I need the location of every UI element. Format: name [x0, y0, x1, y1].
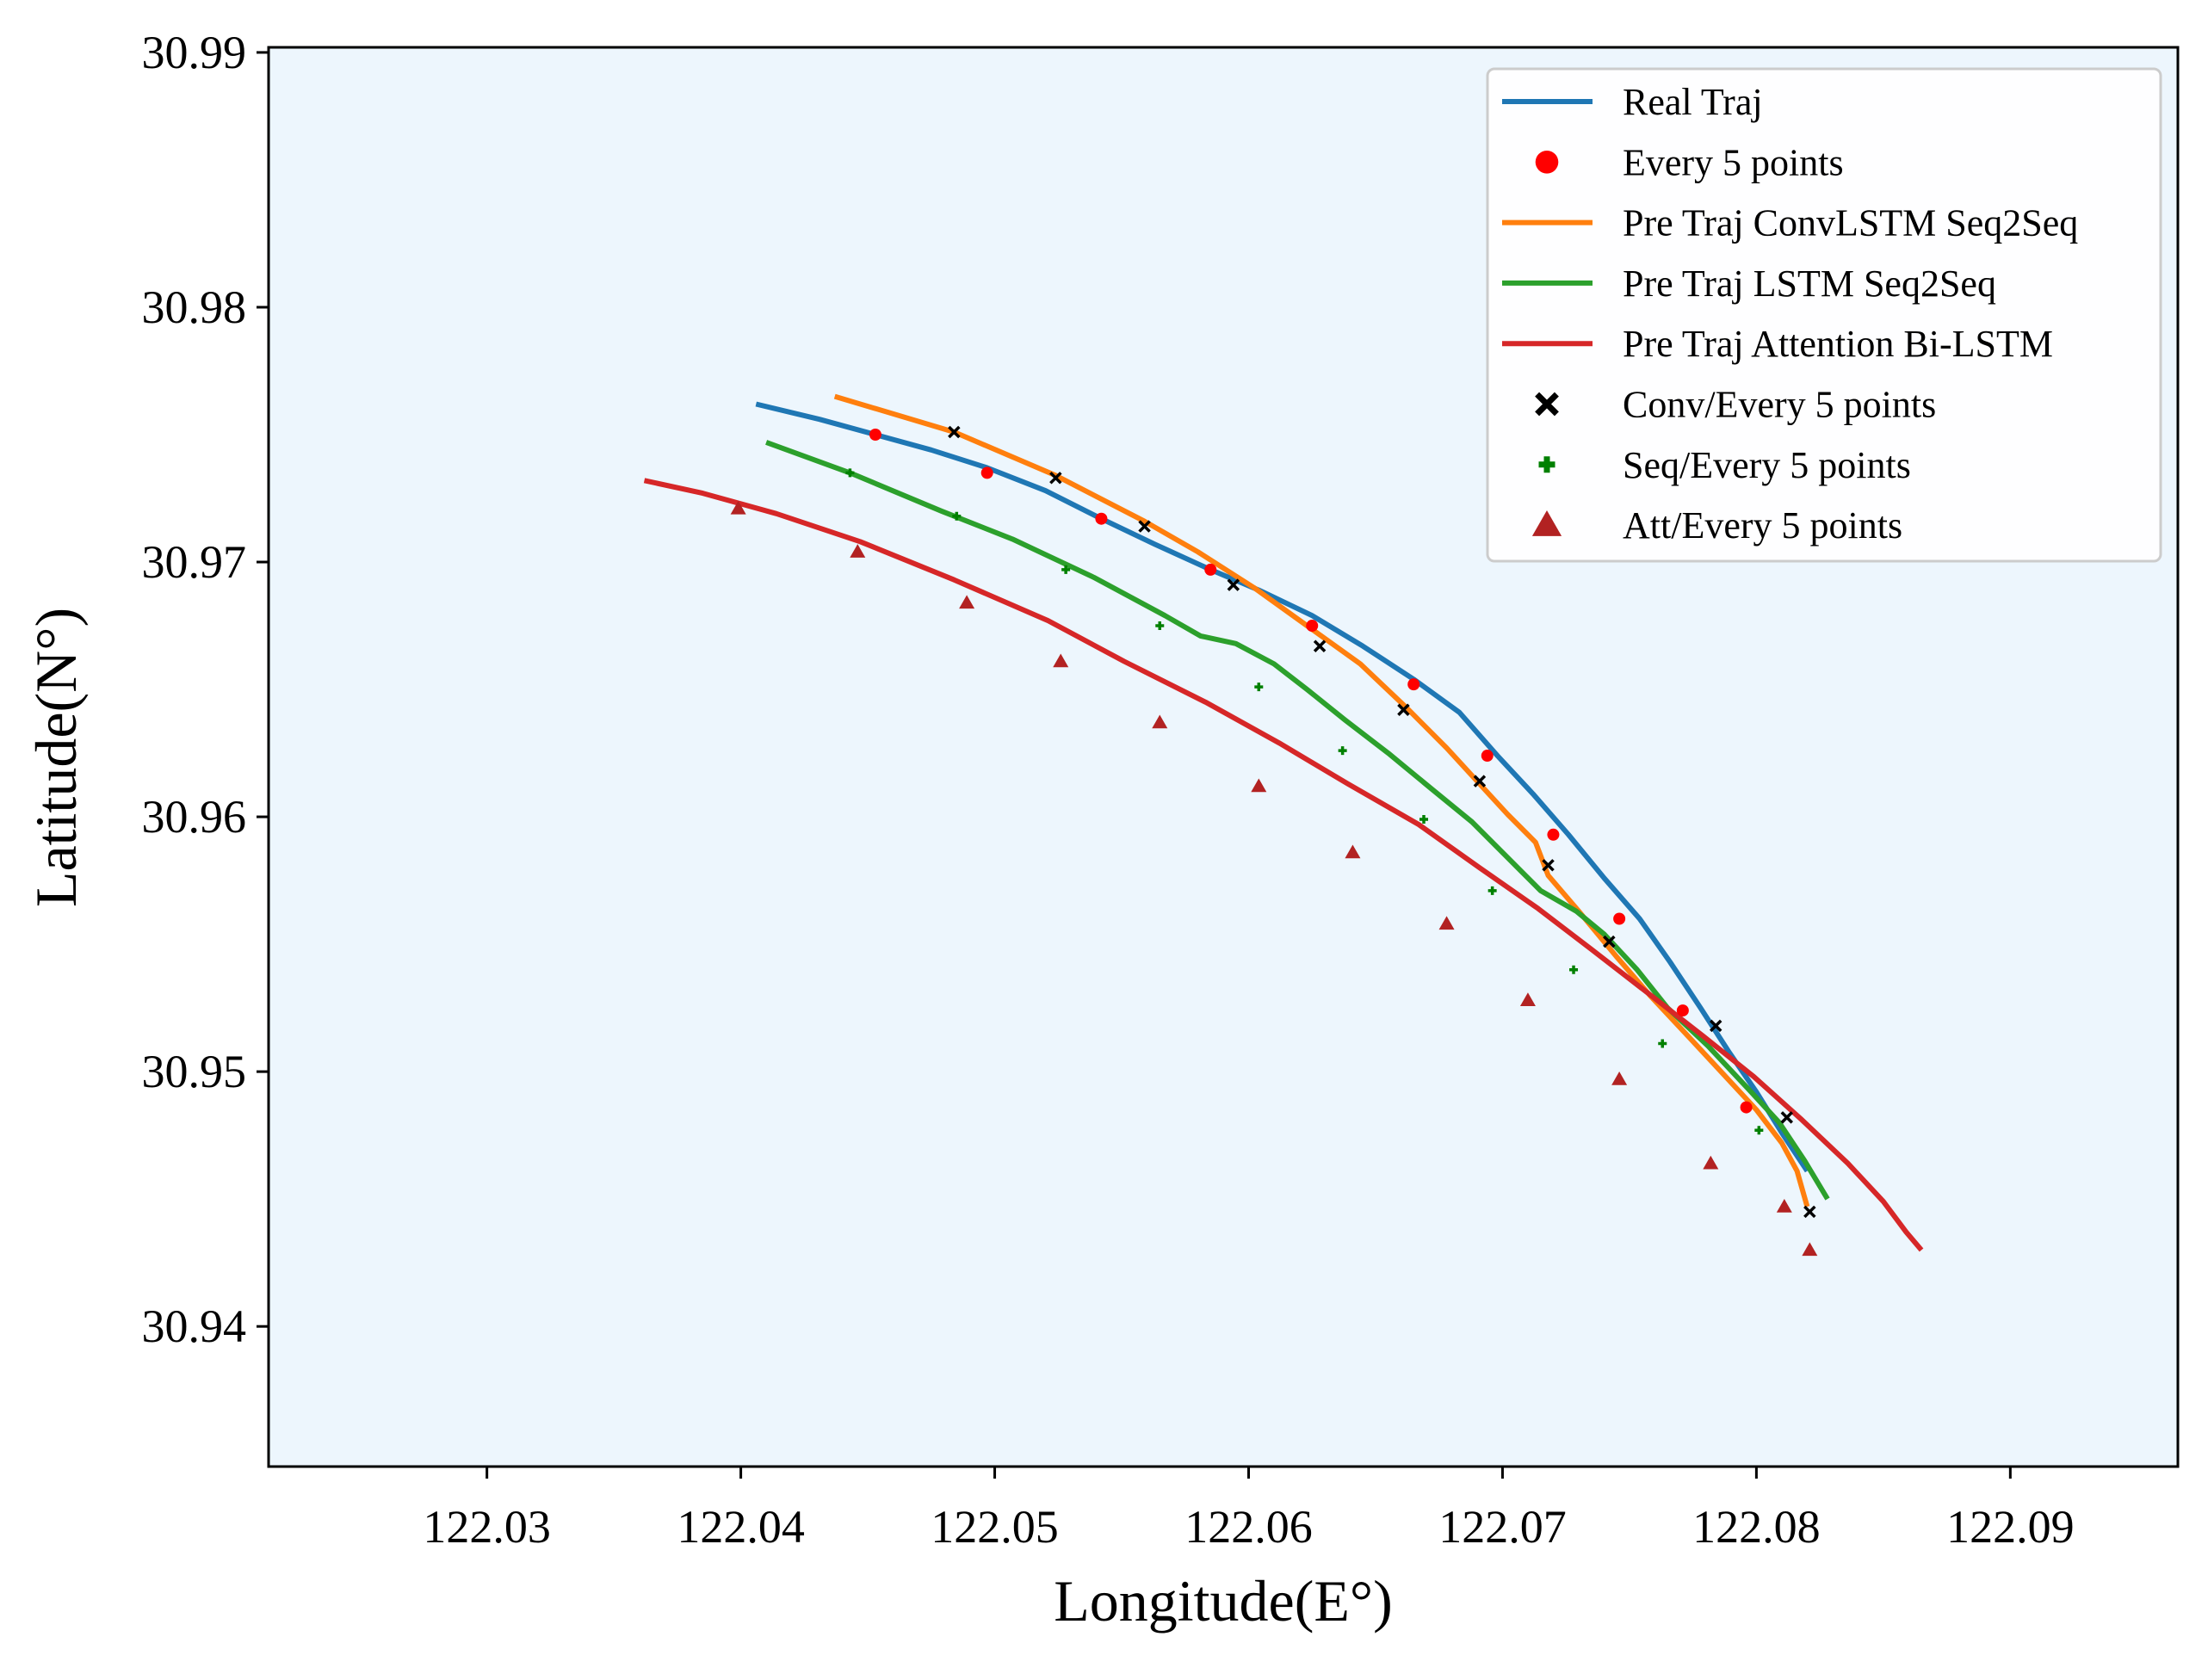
data-marker-triangle [730, 500, 746, 515]
data-marker-x [1473, 775, 1487, 788]
legend-label: Seq/Every 5 points [1623, 444, 1911, 486]
legend-entry: Conv/Every 5 points [1535, 384, 1936, 426]
data-marker-triangle [1802, 1242, 1818, 1257]
legend-marker-x [1535, 392, 1559, 417]
data-marker-plus [952, 511, 962, 521]
data-marker-plus [1338, 746, 1347, 756]
legend-entry: Seq/Every 5 points [1538, 444, 1911, 486]
data-marker-circle [1407, 678, 1420, 691]
legend-label: Pre Traj ConvLSTM Seq2Seq [1623, 202, 2078, 244]
data-marker-circle [1481, 750, 1494, 763]
plot-frame [267, 46, 2180, 1468]
legend-label: Every 5 points [1623, 141, 1844, 183]
data-marker-circle [1095, 512, 1108, 525]
data-marker-x [1603, 935, 1616, 948]
legend-marker-triangle [1531, 510, 1562, 536]
data-marker-circle [869, 428, 881, 441]
data-marker-triangle [1611, 1072, 1628, 1085]
data-marker-plus [1754, 1126, 1764, 1135]
y-tick-label: 30.98 [142, 281, 247, 333]
data-marker-plus [1487, 886, 1497, 895]
data-marker-triangle [1251, 778, 1267, 793]
legend-label: Att/Every 5 points [1623, 504, 1902, 547]
legend-entry: Pre Traj LSTM Seq2Seq [1502, 262, 1996, 305]
x-axis-title: Longitude(E°) [1054, 1568, 1393, 1634]
data-marker-x [1542, 859, 1555, 872]
data-marker-x [1227, 578, 1240, 591]
data-marker-circle [1204, 563, 1217, 576]
y-tick-label: 30.94 [142, 1300, 247, 1352]
legend-entry: Pre Traj ConvLSTM Seq2Seq [1502, 202, 2078, 244]
marker-layer [730, 425, 1818, 1257]
y-tick-label: 30.96 [142, 791, 247, 843]
x-tick-label: 122.09 [1946, 1501, 2075, 1553]
data-marker-circle [1547, 828, 1560, 841]
data-marker-plus [1155, 621, 1165, 631]
data-marker-plus [1569, 965, 1579, 974]
legend-entry: Real Traj [1502, 81, 1763, 123]
y-tick-label: 30.95 [142, 1046, 247, 1097]
legend-label: Pre Traj Attention Bi-LSTM [1623, 323, 2053, 365]
y-axis: 30.94 30.95 30.96 30.97 30.98 30.99 [142, 27, 269, 1352]
data-marker-x [1313, 639, 1327, 652]
data-marker-circle [1676, 1004, 1689, 1017]
legend-label: Real Traj [1623, 81, 1763, 123]
data-marker-plus [1254, 682, 1264, 692]
x-tick-label: 122.03 [423, 1501, 551, 1553]
data-marker-circle [980, 466, 993, 479]
data-marker-circle [1613, 912, 1626, 925]
y-tick-label: 30.99 [142, 27, 247, 78]
legend: Real Traj Every 5 points Pre Traj ConvLSTM… [1486, 67, 2162, 563]
legend-label: Pre Traj LSTM Seq2Seq [1623, 262, 1996, 305]
data-marker-triangle [850, 544, 866, 558]
data-marker-plus [845, 468, 855, 478]
data-marker-triangle [1776, 1199, 1792, 1213]
data-marker-triangle [1703, 1155, 1719, 1170]
x-tick-label: 122.08 [1692, 1501, 1821, 1553]
x-tick-label: 122.07 [1438, 1501, 1567, 1553]
x-axis: 122.03 122.04 122.05 122.06 122.07 122.08 122.… [423, 1467, 2075, 1553]
data-marker-triangle [1345, 844, 1361, 859]
series-line-pre-traj-lstm-seq2seq [765, 440, 1830, 1201]
series-line-pre-traj-attention-bi-lstm [643, 478, 1924, 1252]
data-marker-x [1049, 472, 1062, 485]
legend-marker-circle [1535, 151, 1559, 174]
legend-label: Conv/Every 5 points [1623, 384, 1936, 426]
legend-entry: Pre Traj Attention Bi-LSTM [1502, 323, 2053, 365]
x-tick-label: 122.04 [677, 1501, 805, 1553]
data-marker-x [1709, 1019, 1722, 1033]
data-marker-x [1138, 520, 1151, 533]
y-axis-title: Latitude(N°) [23, 608, 89, 907]
data-marker-circle [1740, 1101, 1753, 1114]
data-marker-plus [1658, 1039, 1667, 1048]
series-line-pre-traj-convlstm-seq2seq [833, 393, 1810, 1208]
data-marker-plus [1419, 815, 1429, 825]
legend-box [1486, 67, 2162, 563]
data-marker-x [1803, 1205, 1816, 1219]
x-tick-label: 122.05 [931, 1501, 1059, 1553]
data-marker-triangle [1438, 916, 1455, 930]
legend-entry: Att/Every 5 points [1531, 504, 1902, 547]
data-marker-triangle [1152, 714, 1168, 729]
data-marker-triangle [959, 595, 975, 609]
data-marker-x [1780, 1111, 1794, 1124]
y-tick-label: 30.97 [142, 536, 247, 588]
data-marker-circle [1306, 620, 1319, 633]
data-marker-plus [1061, 565, 1071, 574]
data-marker-triangle [1053, 653, 1069, 668]
data-marker-x [948, 425, 961, 439]
data-marker-triangle [1519, 992, 1536, 1006]
legend-entry: Every 5 points [1535, 141, 1844, 183]
data-marker-x [1397, 703, 1410, 716]
legend-marker-plus [1538, 456, 1555, 473]
x-tick-label: 122.06 [1184, 1501, 1313, 1553]
